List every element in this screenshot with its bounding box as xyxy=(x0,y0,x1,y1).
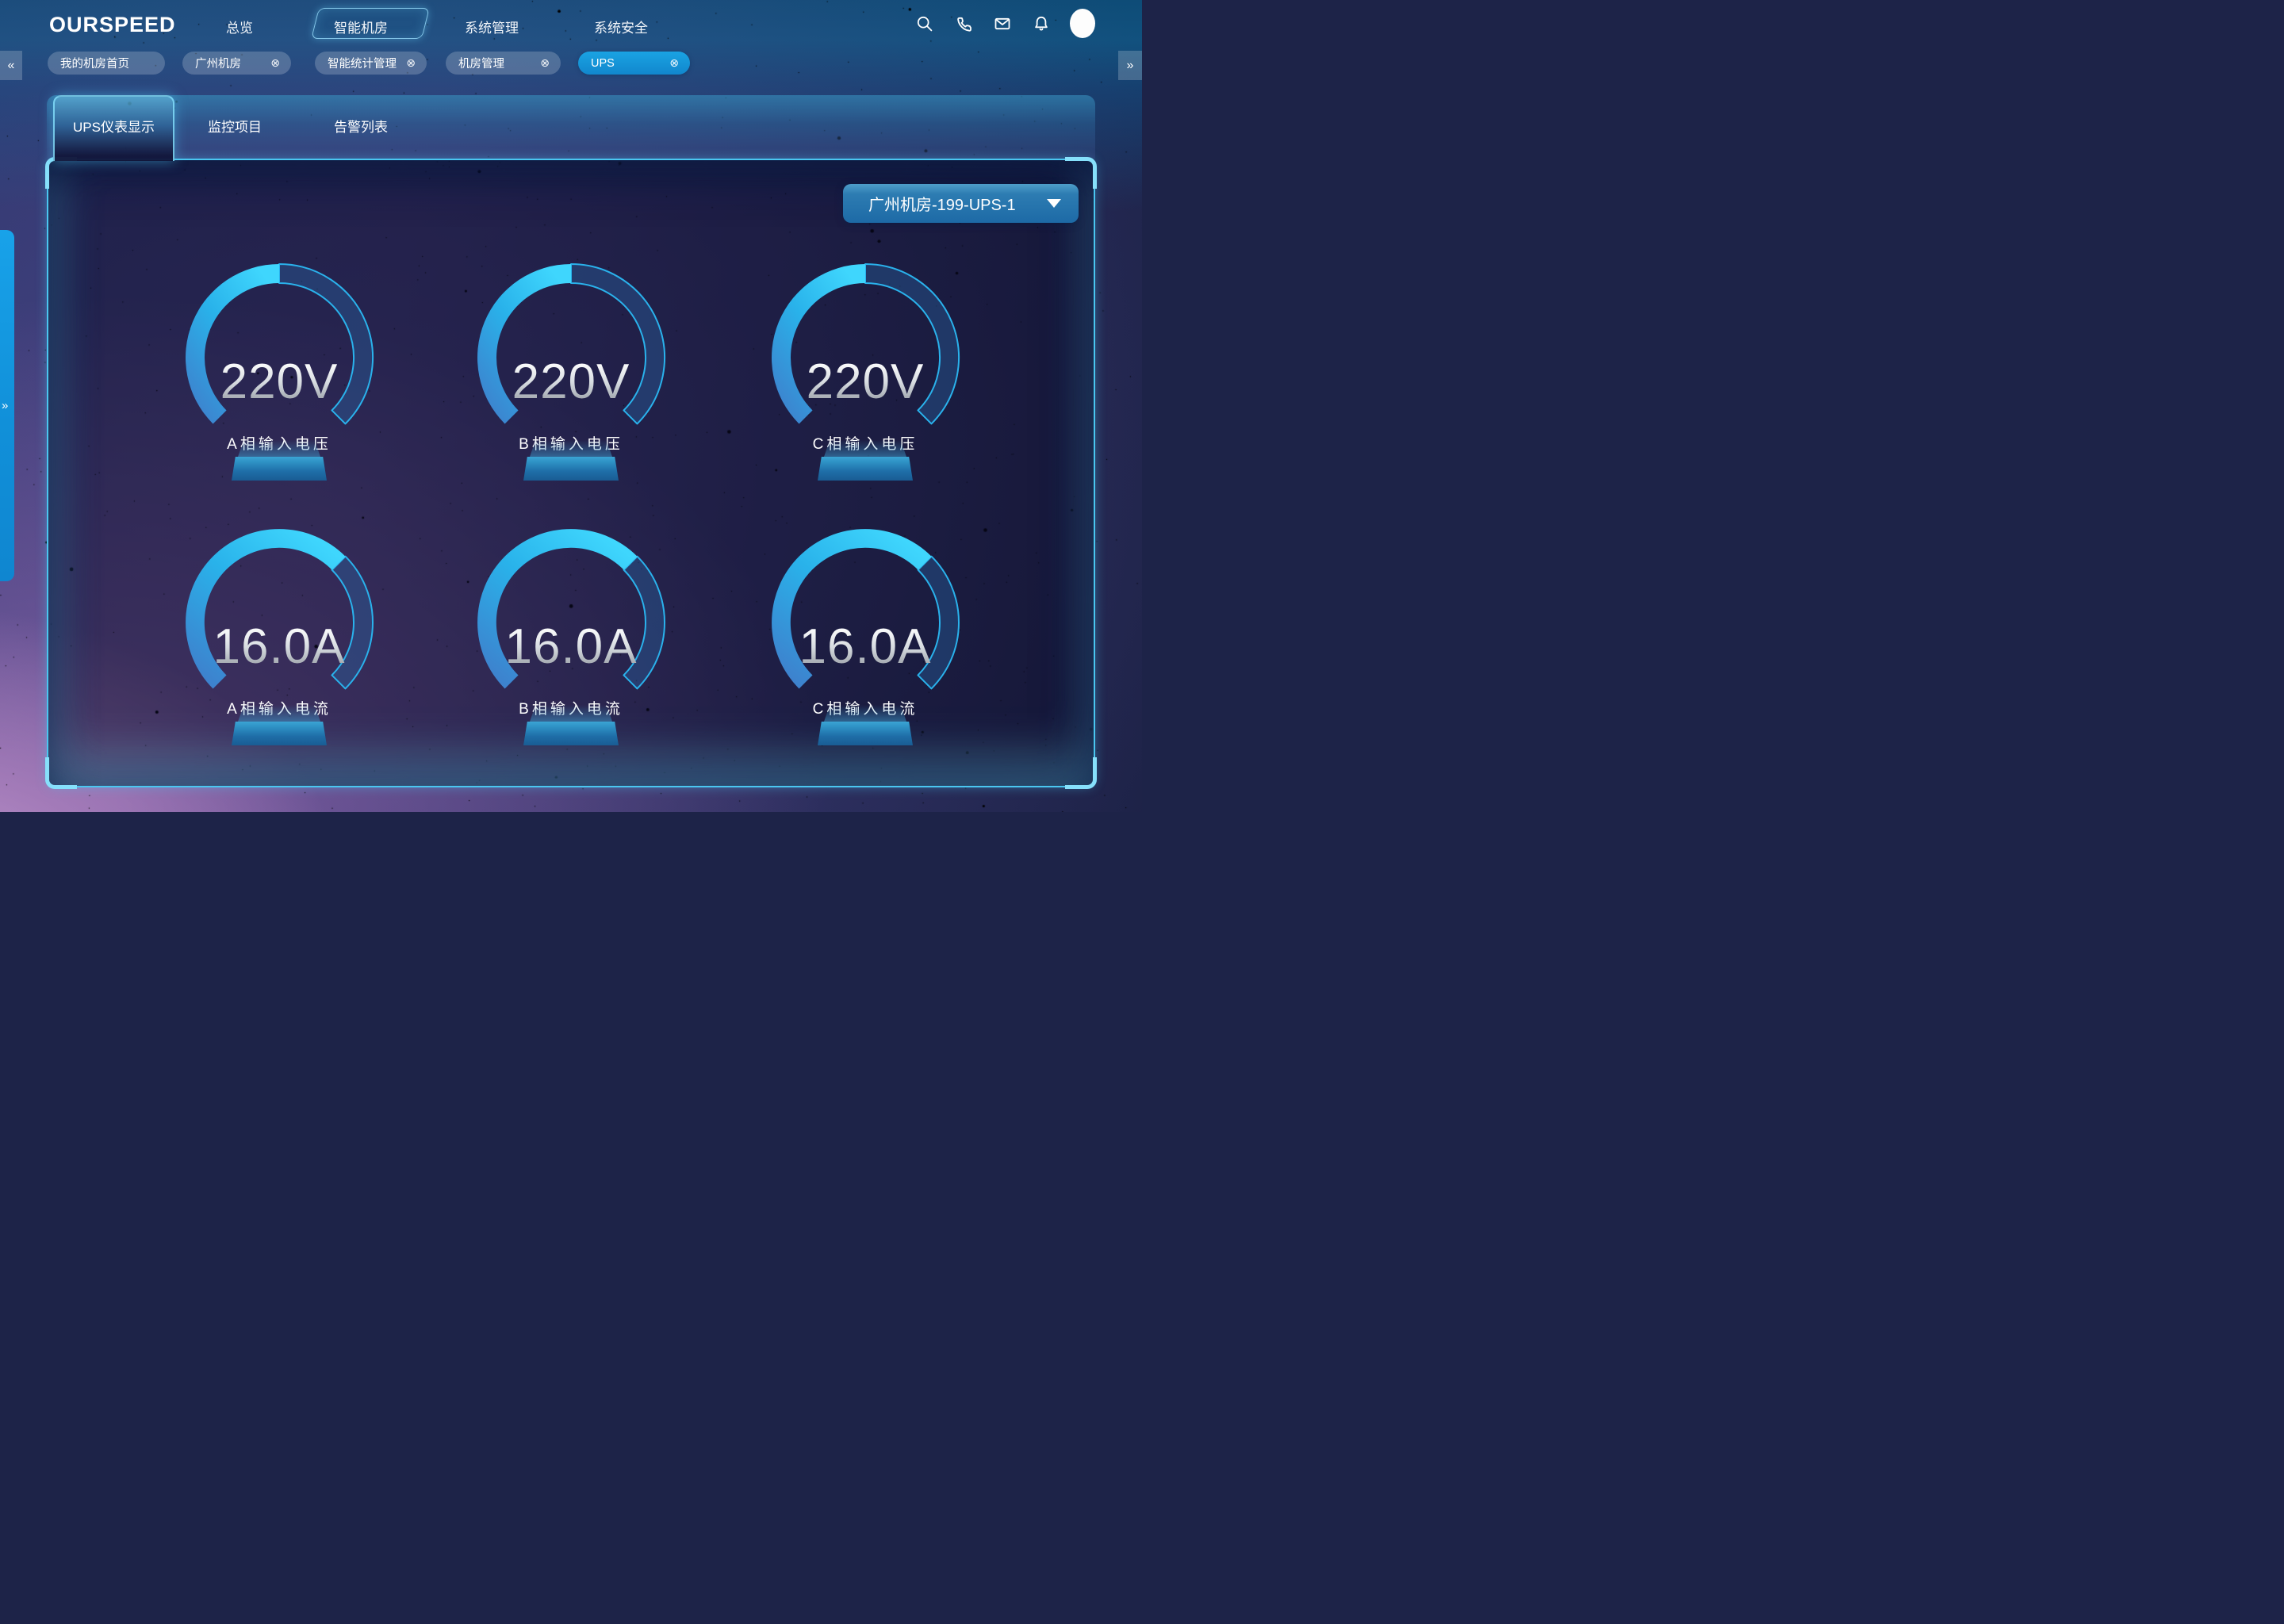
gauge-phase-b-current: 16.0A B相输入电流 xyxy=(444,527,698,757)
breadcrumb-scroll-right[interactable]: » xyxy=(1118,51,1142,80)
bell-icon xyxy=(1035,16,1048,31)
left-drawer-expander[interactable]: » xyxy=(0,230,14,581)
chip-label: 智能统计管理 xyxy=(328,58,397,71)
breadcrumb-chip-smart-statistics[interactable]: 智能统计管理 ⊗ xyxy=(315,52,427,75)
breadcrumb-chip-room-management[interactable]: 机房管理 ⊗ xyxy=(446,52,561,75)
gauge-pedestal-glow xyxy=(824,440,906,457)
ups-gauge-panel: 广州机房-199-UPS-1 220V A相输入电压 220V B相输入电压 2… xyxy=(45,157,1097,789)
brand-logo: OURSPEED xyxy=(49,13,176,36)
phone-button[interactable] xyxy=(955,15,974,34)
tab-alarm-list[interactable]: 告警列表 xyxy=(334,120,388,135)
mail-icon xyxy=(994,17,1010,30)
nav-item-system-security[interactable]: 系统安全 xyxy=(594,21,648,36)
breadcrumb-chip-home[interactable]: 我的机房首页 xyxy=(48,52,165,75)
search-button[interactable] xyxy=(916,15,935,34)
panel-corner-accent xyxy=(1065,757,1097,789)
breadcrumb-chip-ups[interactable]: UPS ⊗ xyxy=(578,52,690,75)
user-avatar[interactable] xyxy=(1070,9,1095,38)
app-background: OURSPEED 总览 智能机房 系统管理 系统安全 xyxy=(0,0,1142,812)
gauge-phase-c-voltage: 220V C相输入电压 xyxy=(738,262,992,492)
top-bar: OURSPEED 总览 智能机房 系统管理 系统安全 xyxy=(0,0,1142,48)
gauge-phase-c-current: 16.0A C相输入电流 xyxy=(738,527,992,757)
breadcrumb-bar: « 我的机房首页 广州机房 ⊗ 智能统计管理 ⊗ 机房管理 ⊗ UPS ⊗ » xyxy=(0,48,1142,87)
gauge-value: 16.0A xyxy=(152,622,406,672)
phone-icon xyxy=(957,17,971,32)
gauge-pedestal xyxy=(232,722,327,745)
panel-corner-accent xyxy=(45,157,77,189)
panel-corner-accent xyxy=(45,757,77,789)
gauge-phase-a-voltage: 220V A相输入电压 xyxy=(152,262,406,492)
mail-button[interactable] xyxy=(994,15,1013,34)
gauge-pedestal-glow xyxy=(530,440,612,457)
breadcrumb-scroll-left[interactable]: « xyxy=(0,51,22,80)
notifications-button[interactable] xyxy=(1033,15,1052,34)
chip-close-icon[interactable]: ⊗ xyxy=(669,56,679,69)
chevron-right-icon: » xyxy=(2,399,9,412)
tab-monitoring-items[interactable]: 监控项目 xyxy=(208,120,262,135)
chip-label: 广州机房 xyxy=(195,58,241,71)
gauge-pedestal-glow xyxy=(530,705,612,722)
gauge-pedestal-glow xyxy=(238,705,320,722)
gauge-pedestal xyxy=(232,457,327,481)
gauge-value: 16.0A xyxy=(738,622,992,672)
gauge-value: 220V xyxy=(444,358,698,407)
gauge-value: 220V xyxy=(738,358,992,407)
chip-close-icon[interactable]: ⊗ xyxy=(540,56,550,69)
gauge-pedestal xyxy=(818,722,913,745)
chip-close-icon[interactable]: ⊗ xyxy=(270,56,280,69)
chip-label: 机房管理 xyxy=(458,58,504,71)
tab-ups-gauges[interactable]: UPS仪表显示 xyxy=(53,95,174,161)
chip-close-icon[interactable]: ⊗ xyxy=(406,56,416,69)
gauge-pedestal-glow xyxy=(824,705,906,722)
chevron-down-icon xyxy=(1047,199,1061,208)
search-icon xyxy=(917,16,933,32)
gauge-pedestal xyxy=(818,457,913,481)
device-selector-dropdown[interactable]: 广州机房-199-UPS-1 xyxy=(843,184,1079,223)
chip-label: 我的机房首页 xyxy=(60,58,129,71)
nav-item-system-management[interactable]: 系统管理 xyxy=(465,21,519,36)
chip-label: UPS xyxy=(591,56,615,70)
gauge-value: 16.0A xyxy=(444,622,698,672)
gauge-phase-a-current: 16.0A A相输入电流 xyxy=(152,527,406,757)
panel-corner-accent xyxy=(1065,157,1097,189)
nav-item-smart-room[interactable]: 智能机房 xyxy=(334,21,388,36)
tab-strip: 监控项目 告警列表 xyxy=(47,95,1095,159)
gauge-phase-b-voltage: 220V B相输入电压 xyxy=(444,262,698,492)
nav-item-overview[interactable]: 总览 xyxy=(226,21,253,36)
gauge-pedestal xyxy=(523,457,619,481)
gauge-pedestal-glow xyxy=(238,440,320,457)
device-selector-value: 广州机房-199-UPS-1 xyxy=(868,197,1016,214)
breadcrumb-chip-guangzhou-room[interactable]: 广州机房 ⊗ xyxy=(182,52,291,75)
gauge-pedestal xyxy=(523,722,619,745)
gauge-value: 220V xyxy=(152,358,406,407)
